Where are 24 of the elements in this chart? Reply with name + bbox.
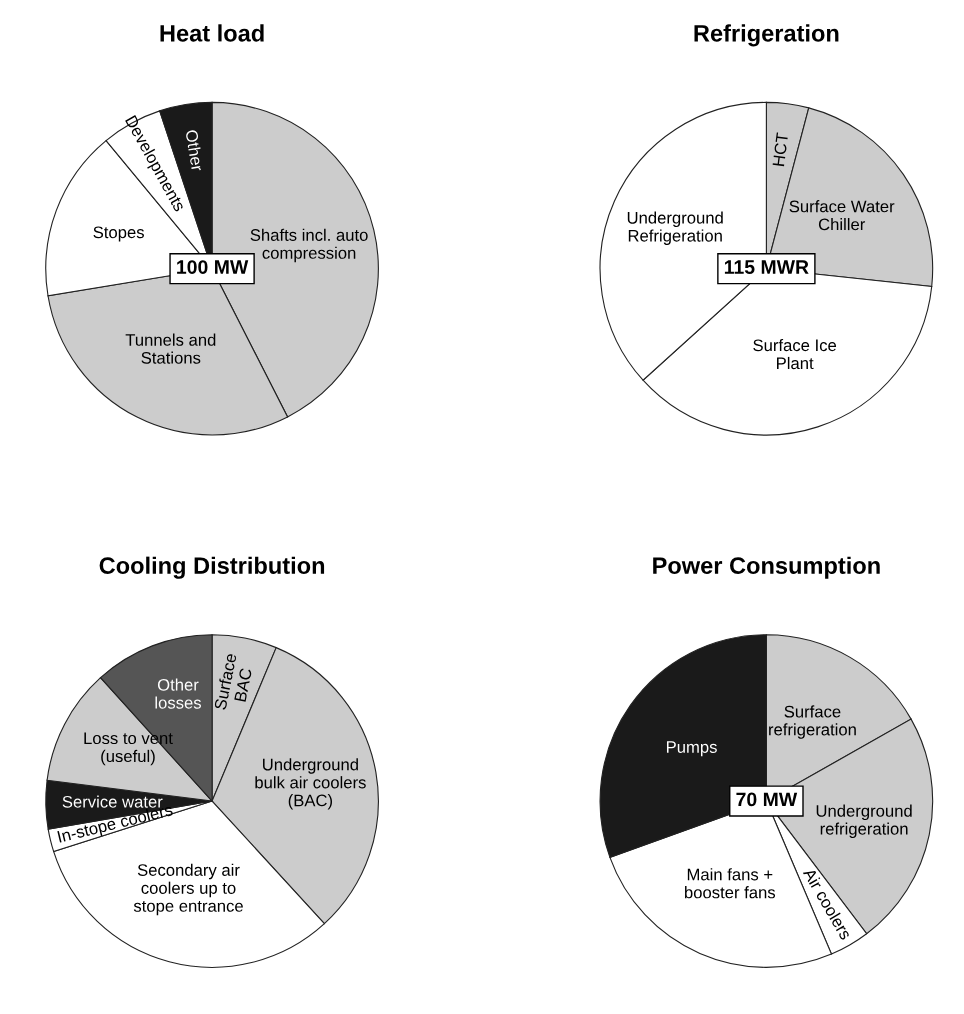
slice-label: Secondary air coolers up to stope entrance xyxy=(133,863,243,916)
slice-label: Tunnels and Stations xyxy=(125,333,216,364)
text: 70 MW xyxy=(736,792,798,807)
chart-title: Cooling Distribution xyxy=(99,556,325,579)
slice-label: Surface Water Chiller xyxy=(789,200,895,231)
chart-title: Heat load xyxy=(160,24,264,42)
slice-label: Other xyxy=(185,129,204,172)
slice-label: Stopes xyxy=(93,226,144,242)
slice-label: Underground refrigeration xyxy=(816,804,912,839)
slice-label: Surface refrigeration xyxy=(769,705,856,739)
text: 100 MW xyxy=(177,260,249,274)
slice-label: Other losses xyxy=(155,678,202,709)
chart-title: Power Consumption xyxy=(653,556,880,579)
slice-label: Underground Refrigeration xyxy=(627,211,723,245)
text: 115 MWR xyxy=(724,260,809,274)
slice-label: Underground bulk air coolers (BAC) xyxy=(255,758,366,810)
chart-title: Refrigeration xyxy=(694,24,839,47)
slice-label: Main fans + booster fans xyxy=(685,868,776,899)
slice-label: Pumps xyxy=(666,741,717,757)
slice-label: Surface BAC xyxy=(213,652,253,711)
slice-label: Service water xyxy=(62,795,163,808)
slice-label: Surface Ice Plant xyxy=(753,338,837,370)
slice-label: HCT xyxy=(772,132,789,167)
slice-label: Shafts incl. auto compression xyxy=(250,228,368,263)
